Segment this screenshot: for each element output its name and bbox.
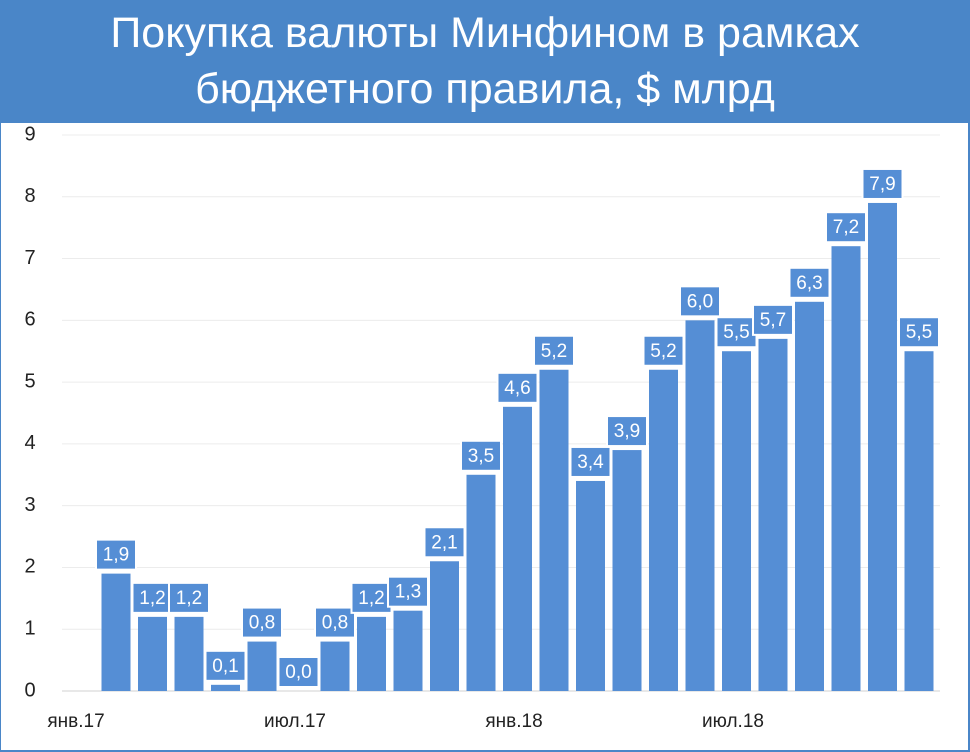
- y-tick-label: 5: [24, 370, 35, 392]
- data-label-box: [95, 538, 137, 571]
- bar: [868, 202, 897, 691]
- data-label: 5,5: [723, 322, 749, 343]
- bar: [320, 641, 350, 691]
- bar: [430, 561, 459, 691]
- data-label: 5,2: [541, 341, 567, 362]
- data-label-box: [533, 334, 575, 367]
- bar: [357, 616, 386, 691]
- y-tick-label: 2: [24, 556, 35, 578]
- y-tick-label: 1: [24, 618, 35, 640]
- data-label-box: [788, 266, 831, 299]
- bar: [576, 480, 605, 691]
- data-label-box: [715, 316, 758, 349]
- data-label: 5,7: [760, 310, 786, 331]
- bar: [101, 573, 131, 691]
- bar: [795, 301, 824, 691]
- x-tick-label: июл.18: [702, 711, 764, 732]
- frame: [0, 121, 970, 752]
- data-label: 0,1: [212, 656, 238, 677]
- data-label-box: [387, 575, 429, 608]
- y-tick-label: 4: [24, 432, 35, 454]
- data-label-box: [496, 371, 539, 404]
- data-label: 1,2: [176, 588, 202, 609]
- bar: [758, 338, 788, 691]
- data-label: 3,9: [614, 421, 640, 442]
- data-label: 6,3: [796, 273, 822, 294]
- y-tick-label: 0: [24, 679, 35, 701]
- data-label-box: [606, 415, 648, 448]
- bar: [722, 351, 751, 691]
- bar: [393, 610, 423, 691]
- data-label: 5,5: [906, 322, 932, 343]
- data-label-box: [898, 316, 940, 349]
- y-tick-label: 8: [24, 185, 35, 207]
- y-tick-label: 7: [24, 247, 35, 269]
- bar: [247, 641, 277, 691]
- data-label: 0,8: [249, 613, 275, 634]
- x-tick-label: янв.18: [485, 711, 542, 732]
- bar: [503, 406, 532, 691]
- x-tick-label: янв.17: [47, 711, 104, 732]
- data-label-box: [241, 606, 283, 639]
- bar: [649, 369, 678, 691]
- data-label-box: [825, 211, 867, 244]
- data-label: 7,9: [869, 174, 895, 195]
- data-label-box: [752, 303, 794, 336]
- data-label-box: [314, 606, 356, 639]
- data-label-box: [423, 526, 466, 559]
- data-label: 0,8: [322, 613, 348, 634]
- bar: [211, 684, 240, 691]
- data-label: 1,9: [103, 545, 129, 566]
- data-label-box: [861, 167, 904, 200]
- data-label: 2,1: [431, 532, 457, 553]
- y-tick-label: 6: [24, 309, 35, 331]
- title-band: Покупка валюты Минфином в рамках бюджетн…: [0, 0, 970, 122]
- data-label: 4,6: [504, 378, 530, 399]
- data-label: 1,2: [139, 588, 165, 609]
- x-tick-label: июл.17: [264, 711, 326, 732]
- data-label: 0,0: [285, 662, 311, 683]
- bar: [904, 351, 934, 691]
- y-tick-label: 3: [24, 494, 35, 516]
- data-label: 1,3: [395, 582, 421, 603]
- data-label-box: [168, 581, 210, 614]
- data-label: 1,2: [358, 588, 384, 609]
- data-label-box: [679, 285, 721, 318]
- data-label-box: [642, 334, 685, 367]
- y-tick-label: 9: [24, 123, 35, 145]
- bar: [831, 246, 861, 691]
- data-label-box: [277, 656, 320, 688]
- bar: [174, 616, 204, 691]
- data-label: 7,2: [833, 217, 859, 238]
- data-label: 5,2: [650, 341, 676, 362]
- bar: [612, 450, 642, 691]
- data-label: 6,0: [687, 291, 713, 312]
- bar: [685, 320, 715, 691]
- bar: [539, 369, 569, 691]
- bar: [466, 474, 496, 691]
- chart-title: Покупка валюты Минфином в рамках бюджетн…: [110, 9, 860, 113]
- data-label: 3,5: [468, 446, 494, 467]
- data-label-box: [460, 439, 502, 472]
- data-label: 3,4: [577, 452, 604, 473]
- data-label-box: [569, 445, 612, 478]
- bar: [138, 616, 167, 691]
- data-label-box: [204, 649, 247, 682]
- data-label-box: [131, 581, 174, 614]
